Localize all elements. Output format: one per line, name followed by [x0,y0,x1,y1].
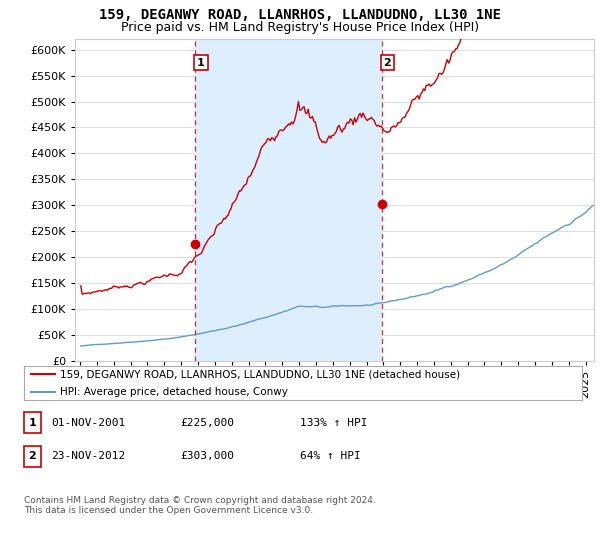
Text: Contains HM Land Registry data © Crown copyright and database right 2024.
This d: Contains HM Land Registry data © Crown c… [24,496,376,515]
Text: 159, DEGANWY ROAD, LLANRHOS, LLANDUDNO, LL30 1NE (detached house): 159, DEGANWY ROAD, LLANRHOS, LLANDUDNO, … [60,370,460,379]
Text: 01-NOV-2001: 01-NOV-2001 [51,418,125,428]
Text: £303,000: £303,000 [180,451,234,461]
Text: 2: 2 [383,58,391,68]
Text: 159, DEGANWY ROAD, LLANRHOS, LLANDUDNO, LL30 1NE: 159, DEGANWY ROAD, LLANRHOS, LLANDUDNO, … [99,8,501,22]
Text: 1: 1 [197,58,205,68]
Text: 133% ↑ HPI: 133% ↑ HPI [300,418,367,428]
Text: 1: 1 [29,418,36,428]
Text: HPI: Average price, detached house, Conwy: HPI: Average price, detached house, Conw… [60,387,288,396]
Text: 64% ↑ HPI: 64% ↑ HPI [300,451,361,461]
Text: 2: 2 [29,451,36,461]
Text: 23-NOV-2012: 23-NOV-2012 [51,451,125,461]
Text: £225,000: £225,000 [180,418,234,428]
Text: Price paid vs. HM Land Registry's House Price Index (HPI): Price paid vs. HM Land Registry's House … [121,21,479,34]
Bar [196,39,382,361]
